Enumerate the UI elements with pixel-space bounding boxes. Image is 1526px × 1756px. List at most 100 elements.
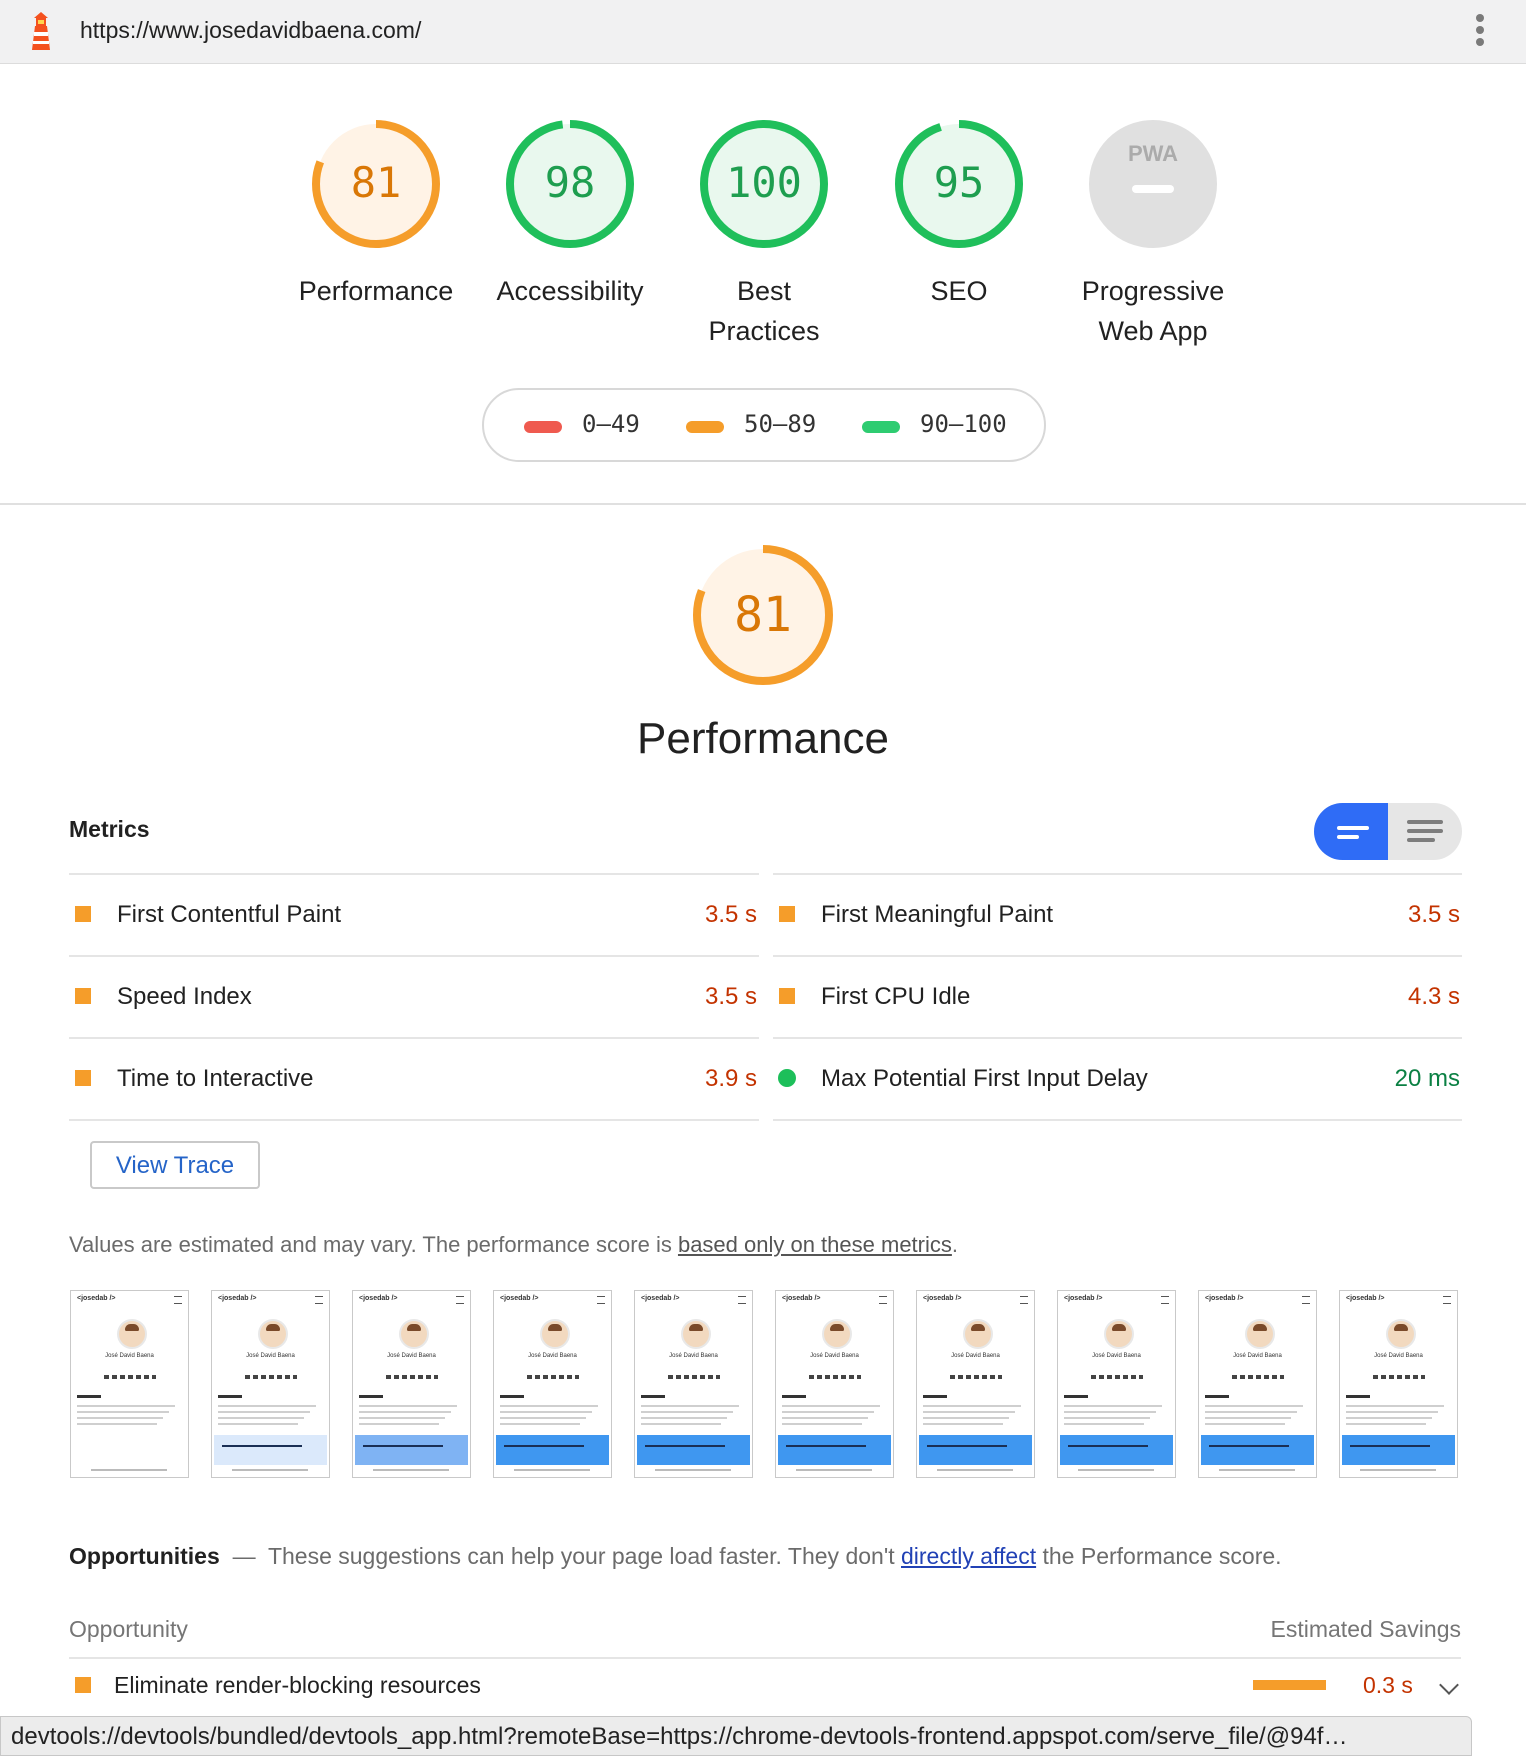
average-square-icon xyxy=(75,988,91,1004)
gauge-score: 95 xyxy=(934,158,985,207)
lighthouse-logo-icon xyxy=(32,12,50,50)
frame-site-name: José David Baena xyxy=(1092,1353,1141,1359)
gauge-label: SEO xyxy=(930,276,988,306)
view-trace-button[interactable]: View Trace xyxy=(90,1141,260,1189)
gauge-best-practices[interactable]: 100 Best Practices xyxy=(674,117,854,351)
gauge-score: 81 xyxy=(351,158,402,207)
filmstrip-frame: <josedab /> José David Baena xyxy=(634,1290,753,1478)
gauge-accessibility[interactable]: 98 Accessibility xyxy=(480,117,660,311)
frame-social-icons xyxy=(1091,1375,1143,1379)
more-options-icon[interactable] xyxy=(1468,14,1492,50)
average-square-icon xyxy=(779,988,795,1004)
average-square-icon xyxy=(75,906,91,922)
pwa-badge-icon: PWA xyxy=(1089,120,1217,248)
frame-menu-icon xyxy=(456,1296,464,1304)
frame-site-name: José David Baena xyxy=(1233,1353,1282,1359)
frame-cookie-banner xyxy=(1060,1435,1173,1465)
filmstrip-frame: <josedab /> José David Baena xyxy=(211,1290,330,1478)
frame-site-name: José David Baena xyxy=(951,1353,1000,1359)
gauge-label: Best Practices xyxy=(708,276,820,346)
metric-value: 3.5 s xyxy=(1407,901,1460,928)
gauge-arc xyxy=(700,120,828,248)
frame-social-icons xyxy=(386,1375,438,1379)
frame-social-icons xyxy=(1373,1375,1425,1379)
frame-menu-icon xyxy=(738,1296,746,1304)
pwa-badge-text: PWA xyxy=(1128,141,1178,166)
frame-social-icons xyxy=(527,1375,579,1379)
metrics-scoring-link[interactable]: based only on these metrics xyxy=(677,1232,952,1257)
frame-menu-icon xyxy=(879,1296,887,1304)
gauge-pwa[interactable]: PWA Progressive Web App xyxy=(1063,117,1243,351)
frame-cookie-banner xyxy=(919,1435,1032,1465)
report-url[interactable]: https://www.josedavidbaena.com/ xyxy=(80,17,422,43)
frame-cookie-banner xyxy=(355,1435,468,1465)
metric-name: First Meaningful Paint xyxy=(821,901,1054,928)
average-square-icon xyxy=(779,906,795,922)
metric-name: Speed Index xyxy=(117,983,252,1010)
frame-menu-icon xyxy=(174,1296,182,1304)
frame-site-header: <josedab /> xyxy=(359,1295,398,1302)
metric-first-cpu-idle: First CPU Idle 4.3 s xyxy=(773,955,1462,1039)
filmstrip-frame: <josedab /> José David Baena xyxy=(1339,1290,1458,1478)
expanded-view-button[interactable] xyxy=(1388,803,1462,860)
legend-fail-range: 0–49 xyxy=(582,410,640,438)
gauge-arc xyxy=(693,545,833,685)
gauge-ring: 95 xyxy=(895,120,1023,248)
filmstrip-frame: <josedab /> José David Baena xyxy=(70,1290,189,1478)
directly-affect-link[interactable]: directly affect xyxy=(901,1543,1037,1569)
frame-cookie-banner xyxy=(1342,1435,1455,1465)
frame-social-icons xyxy=(1232,1375,1284,1379)
frame-site-header: <josedab /> xyxy=(1346,1295,1385,1302)
category-gauge-ring: 81 xyxy=(693,545,833,685)
frame-cookie-banner xyxy=(1201,1435,1314,1465)
metrics-header: Metrics xyxy=(69,816,150,842)
metrics-disclaimer: Values are estimated and may vary. The p… xyxy=(69,1232,959,1257)
frame-menu-icon xyxy=(1443,1296,1451,1304)
gauge-ring: 100 xyxy=(700,120,828,248)
frame-menu-icon xyxy=(1020,1296,1028,1304)
metric-speed-index: Speed Index 3.5 s xyxy=(69,955,759,1039)
frame-avatar xyxy=(117,1319,147,1349)
gauge-score: 100 xyxy=(726,158,802,207)
section-divider xyxy=(0,503,1526,505)
gauge-seo[interactable]: 95 SEO xyxy=(869,117,1049,311)
compact-view-button[interactable] xyxy=(1314,803,1388,860)
metrics-divider xyxy=(69,1119,759,1121)
frame-site-name: José David Baena xyxy=(1374,1353,1423,1359)
legend-fail-swatch xyxy=(524,421,562,433)
estimated-savings-column-header: Estimated Savings xyxy=(1270,1616,1461,1642)
score-legend: 0–49 50–89 90–100 xyxy=(482,388,1046,462)
frame-social-icons xyxy=(809,1375,861,1379)
pass-circle-icon xyxy=(778,1069,796,1087)
opportunity-savings: 0.3 s xyxy=(1363,1672,1413,1698)
report-topbar: https://www.josedavidbaena.com/ xyxy=(0,0,1526,64)
filmstrip-frame: <josedab /> José David Baena xyxy=(1198,1290,1317,1478)
gauge-performance[interactable]: 81 Performance xyxy=(286,117,466,311)
gauge-label: Performance xyxy=(298,276,454,306)
gauge-arc xyxy=(895,120,1023,248)
metric-name: Max Potential First Input Delay xyxy=(821,1065,1148,1092)
gauge-arc xyxy=(312,120,440,248)
filmstrip-frame: <josedab /> José David Baena xyxy=(916,1290,1035,1478)
frame-cookie-banner xyxy=(496,1435,609,1465)
opportunity-column-header: Opportunity xyxy=(69,1616,188,1642)
category-score: 81 xyxy=(734,587,792,643)
frame-site-header: <josedab /> xyxy=(641,1295,680,1302)
metric-name: Time to Interactive xyxy=(117,1065,314,1092)
metrics-view-toggle[interactable] xyxy=(1314,803,1462,860)
frame-cookie-banner xyxy=(214,1435,327,1465)
opportunities-divider xyxy=(69,1657,1461,1659)
frame-site-header: <josedab /> xyxy=(923,1295,962,1302)
frame-menu-icon xyxy=(597,1296,605,1304)
category-gauge-performance: 81 xyxy=(692,544,834,686)
metric-value: 20 ms xyxy=(1394,1065,1460,1092)
frame-social-icons xyxy=(950,1375,1002,1379)
frame-avatar xyxy=(1245,1319,1275,1349)
chevron-down-icon[interactable] xyxy=(1439,1675,1459,1695)
frame-cookie-banner xyxy=(778,1435,891,1465)
frame-site-name: José David Baena xyxy=(528,1353,577,1359)
frame-social-icons xyxy=(104,1375,156,1379)
metric-time-to-interactive: Time to Interactive 3.9 s xyxy=(69,1037,759,1121)
metric-first-meaningful-paint: First Meaningful Paint 3.5 s xyxy=(773,873,1462,957)
frame-avatar xyxy=(681,1319,711,1349)
